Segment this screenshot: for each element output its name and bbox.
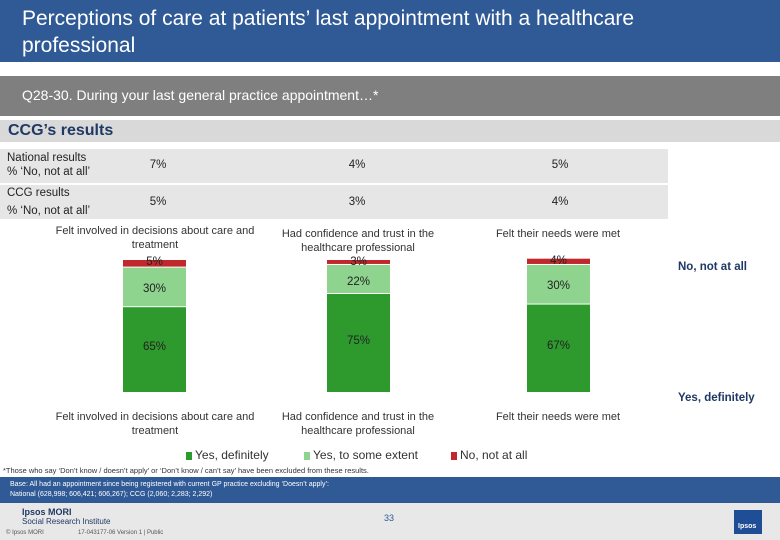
legend-swatch (304, 451, 310, 460)
legend-item-yes-definitely: Yes, definitely (186, 448, 269, 462)
section-bar: CCG’s results (0, 120, 780, 142)
bar-value-label: 3% (350, 256, 367, 268)
category-label-bottom: Felt involved in decisions about care an… (55, 411, 255, 437)
base-line2: National (628,998; 606,421; 606,267); CC… (10, 491, 213, 498)
legend-item-no-not-at-all: No, not at all (451, 448, 527, 462)
legend-label: Yes, definitely (195, 448, 269, 462)
national-value: 7% (149, 159, 167, 171)
section-title: CCG’s results (8, 122, 114, 139)
side-label-yes: Yes, definitely (678, 392, 755, 404)
base-text: Base: All had an appointment since being… (10, 480, 770, 500)
logo-subtitle: Social Research Institute (22, 517, 111, 526)
bar-segment-divider (527, 302, 590, 305)
ccg-row: CCG results % ‘No, not at all’ 5% 3% 4% (0, 185, 668, 219)
ccg-row-label-line2: % ‘No, not at all’ (7, 205, 91, 217)
ccg-row-label-line1: CCG results (7, 187, 70, 199)
national-value: 4% (348, 159, 366, 171)
bar-segment-divider (123, 305, 186, 308)
job-number: 17-043177-06 Version 1 | Public (78, 530, 164, 536)
copyright: © Ipsos MORI (6, 530, 44, 536)
footnote: *Those who say ‘Don’t know / doesn’t app… (3, 466, 369, 475)
national-row-label: National results % ‘No, not at all’ (7, 151, 90, 179)
page-number: 33 (384, 513, 395, 523)
legend-swatch (186, 451, 192, 460)
bar-value-label: 5% (146, 256, 163, 268)
ccg-value: 5% (149, 196, 167, 208)
national-value: 5% (551, 159, 569, 171)
ccg-value: 4% (551, 196, 569, 208)
category-label-top: Felt involved in decisions about care an… (55, 225, 255, 251)
page-title: Perceptions of care at patients’ last ap… (22, 7, 635, 57)
national-row-label-line1: National results (7, 152, 87, 164)
legend-item-yes-some-extent: Yes, to some extent (304, 448, 418, 462)
brand-mark: Ipsos (734, 510, 762, 534)
bar-segment-divider (327, 292, 390, 294)
base-bar: Base: All had an appointment since being… (0, 477, 780, 503)
bar-value-label: 22% (346, 276, 371, 289)
bar-value-label: 30% (142, 282, 167, 295)
question-bar: Q28-30. During your last general practic… (0, 76, 780, 116)
category-label-bottom: Had confidence and trust in the healthca… (281, 411, 435, 437)
legend-swatch (451, 451, 457, 460)
base-line1: Base: All had an appointment since being… (10, 481, 329, 488)
title-bar: Perceptions of care at patients’ last ap… (0, 0, 780, 62)
bar-value-label: 65% (142, 341, 167, 354)
logo: Ipsos MORI (22, 507, 72, 517)
bar-value-label: 30% (546, 279, 571, 292)
bar-value-label: 75% (346, 334, 371, 347)
legend-label: Yes, to some extent (313, 448, 418, 462)
national-row-label-line2: % ‘No, not at all’ (7, 166, 91, 178)
legend-label: No, not at all (460, 448, 528, 462)
question-text: Q28-30. During your last general practic… (22, 87, 379, 103)
category-label-top: Felt their needs were met (495, 228, 621, 240)
national-row: National results % ‘No, not at all’ 7% 4… (0, 149, 668, 183)
bar-value-label: 4% (550, 254, 567, 267)
side-label-no: No, not at all (678, 261, 747, 273)
bar-value-label: 67% (546, 339, 571, 352)
category-label-top: Had confidence and trust in the healthca… (281, 228, 435, 254)
ccg-value: 3% (348, 196, 366, 208)
footer: Ipsos MORI Social Research Institute © I… (0, 503, 780, 540)
category-label-bottom: Felt their needs were met (495, 411, 621, 423)
brand-mark-text: Ipsos (738, 523, 757, 530)
ccg-row-label: CCG results % ‘No, not at all’ (7, 186, 90, 218)
